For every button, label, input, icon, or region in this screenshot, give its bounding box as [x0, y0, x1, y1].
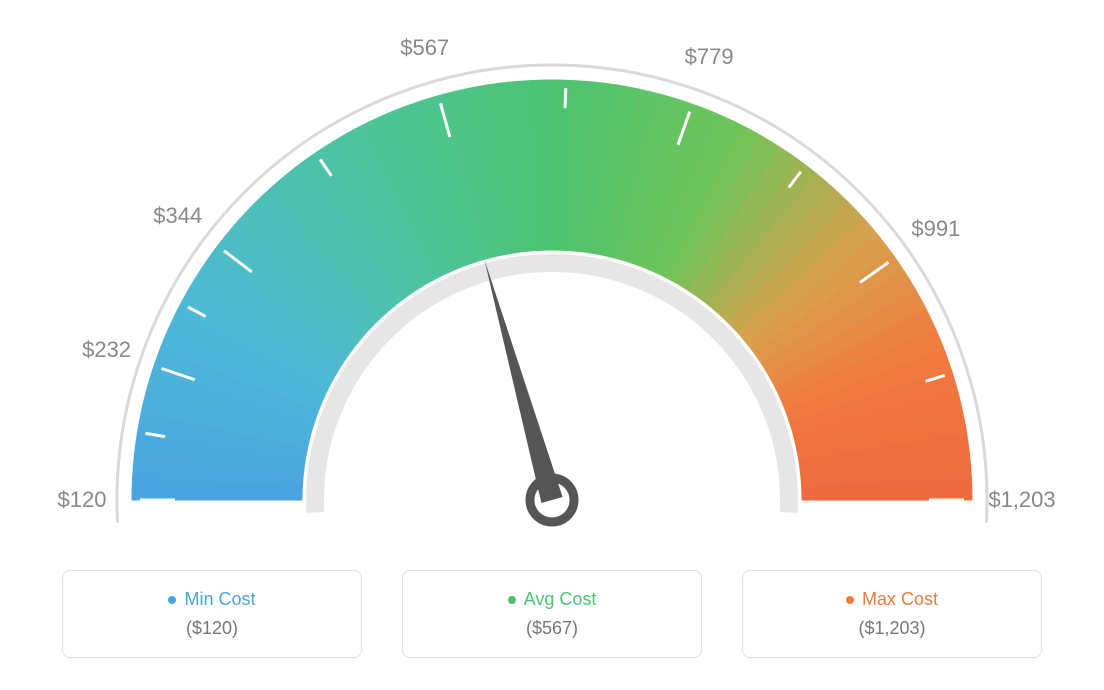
- gauge-tick-label: $567: [400, 35, 449, 61]
- legend-avg-value: ($567): [413, 618, 691, 639]
- dot-avg: [508, 596, 516, 604]
- legend-min-value: ($120): [73, 618, 351, 639]
- gauge-tick-label: $779: [685, 44, 734, 70]
- legend: Min Cost ($120) Avg Cost ($567) Max Cost…: [0, 570, 1104, 658]
- gauge-tick-label: $991: [911, 216, 960, 242]
- gauge-tick-label: $120: [58, 487, 107, 513]
- gauge-svg: [0, 0, 1104, 560]
- legend-max: Max Cost ($1,203): [742, 570, 1042, 658]
- legend-min-label: Min Cost: [184, 589, 255, 610]
- gauge-tick-label: $232: [82, 337, 131, 363]
- cost-gauge: $120 $232 $344 $567 $779 $991 $1,203: [0, 0, 1104, 560]
- dot-max: [846, 596, 854, 604]
- dot-min: [168, 596, 176, 604]
- gauge-tick-label: $1,203: [988, 487, 1055, 513]
- legend-max-value: ($1,203): [753, 618, 1031, 639]
- legend-avg-label: Avg Cost: [524, 589, 597, 610]
- gauge-tick-label: $344: [153, 203, 202, 229]
- legend-max-label: Max Cost: [862, 589, 938, 610]
- legend-min: Min Cost ($120): [62, 570, 362, 658]
- legend-avg: Avg Cost ($567): [402, 570, 702, 658]
